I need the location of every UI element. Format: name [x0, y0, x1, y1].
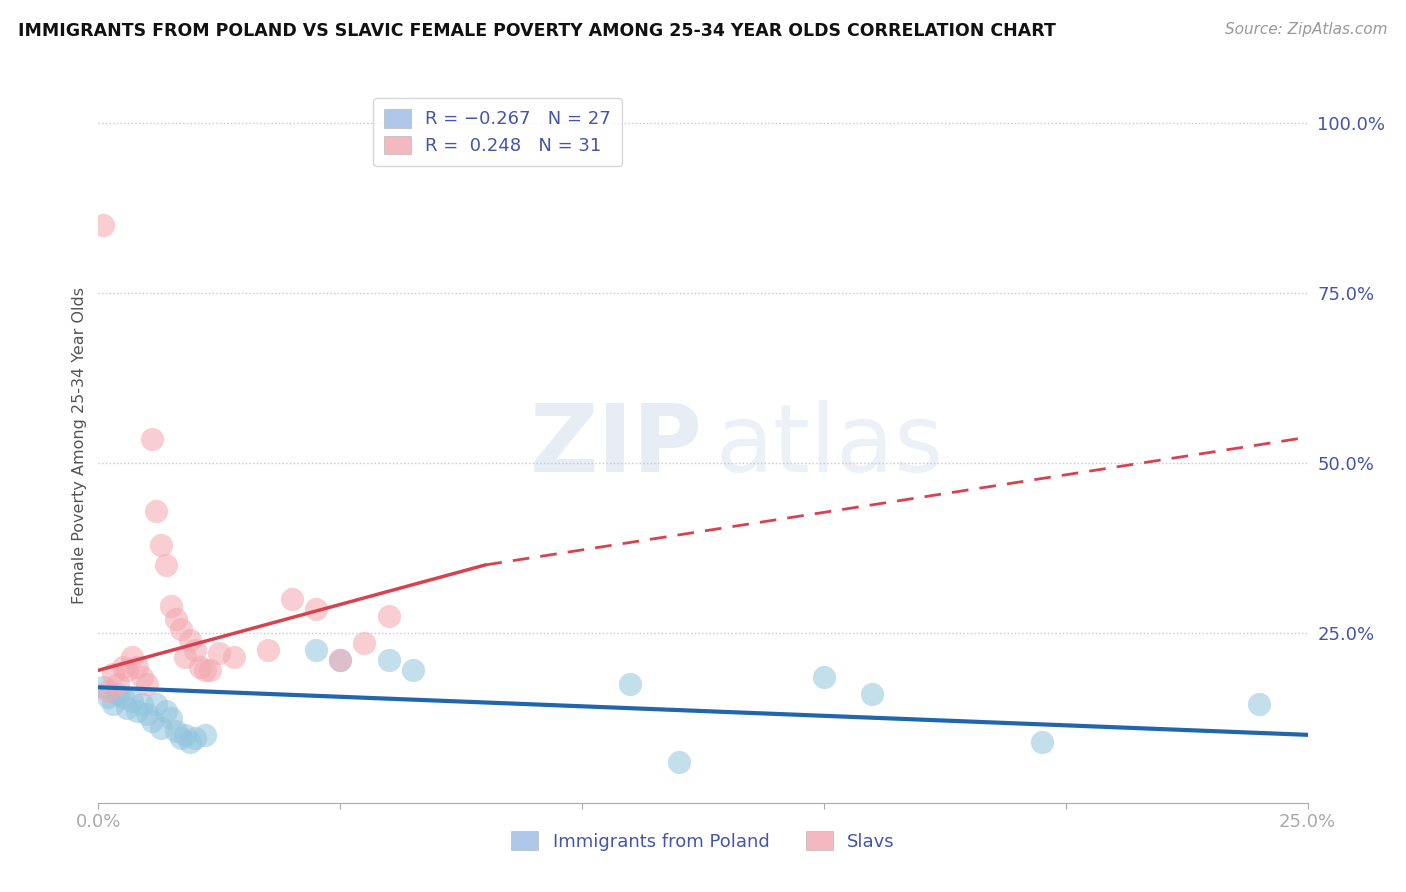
Point	[101, 666, 124, 681]
Text: ZIP: ZIP	[530, 400, 703, 492]
Point	[160, 599, 183, 613]
Point	[184, 643, 207, 657]
Point	[145, 698, 167, 712]
Point	[305, 602, 328, 616]
Point	[97, 683, 120, 698]
Point	[353, 636, 375, 650]
Legend: Immigrants from Poland, Slavs: Immigrants from Poland, Slavs	[503, 824, 903, 858]
Point	[111, 690, 134, 705]
Point	[194, 728, 217, 742]
Point	[305, 643, 328, 657]
Text: IMMIGRANTS FROM POLAND VS SLAVIC FEMALE POVERTY AMONG 25-34 YEAR OLDS CORRELATIO: IMMIGRANTS FROM POLAND VS SLAVIC FEMALE …	[18, 22, 1056, 40]
Point	[184, 731, 207, 746]
Text: Source: ZipAtlas.com: Source: ZipAtlas.com	[1225, 22, 1388, 37]
Point	[169, 623, 191, 637]
Point	[256, 643, 278, 657]
Point	[101, 698, 124, 712]
Point	[145, 503, 167, 517]
Point	[141, 432, 163, 446]
Point	[198, 663, 221, 677]
Point	[141, 714, 163, 729]
Point	[194, 663, 217, 677]
Point	[155, 704, 177, 718]
Point	[169, 731, 191, 746]
Point	[222, 649, 245, 664]
Point	[860, 687, 883, 701]
Point	[127, 660, 149, 674]
Point	[91, 680, 114, 694]
Point	[150, 721, 173, 735]
Point	[131, 670, 153, 684]
Point	[179, 734, 201, 748]
Point	[121, 649, 143, 664]
Point	[135, 677, 157, 691]
Point	[150, 537, 173, 551]
Point	[111, 660, 134, 674]
Point	[377, 653, 399, 667]
Point	[402, 663, 425, 677]
Point	[155, 558, 177, 572]
Point	[107, 687, 129, 701]
Text: atlas: atlas	[716, 400, 943, 492]
Point	[117, 663, 139, 677]
Point	[377, 608, 399, 623]
Point	[135, 707, 157, 722]
Point	[165, 612, 187, 626]
Point	[121, 694, 143, 708]
Point	[1031, 734, 1053, 748]
Point	[117, 700, 139, 714]
Point	[668, 755, 690, 769]
Point	[107, 677, 129, 691]
Point	[179, 632, 201, 647]
Point	[131, 698, 153, 712]
Point	[619, 677, 641, 691]
Point	[281, 591, 304, 606]
Point	[188, 660, 211, 674]
Point	[91, 218, 114, 232]
Point	[97, 690, 120, 705]
Point	[208, 646, 231, 660]
Y-axis label: Female Poverty Among 25-34 Year Olds: Female Poverty Among 25-34 Year Olds	[72, 287, 87, 605]
Point	[160, 711, 183, 725]
Point	[174, 728, 197, 742]
Point	[329, 653, 352, 667]
Point	[165, 724, 187, 739]
Point	[813, 670, 835, 684]
Point	[329, 653, 352, 667]
Point	[174, 649, 197, 664]
Point	[1249, 698, 1271, 712]
Point	[127, 704, 149, 718]
